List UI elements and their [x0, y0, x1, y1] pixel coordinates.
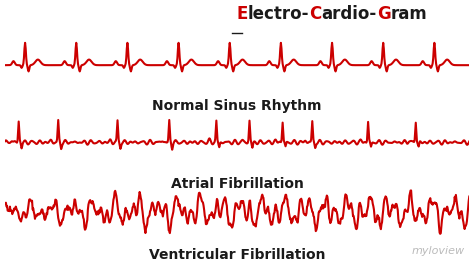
Text: Ventricular Fibrillation: Ventricular Fibrillation — [149, 248, 325, 262]
Text: lectro-: lectro- — [248, 5, 310, 23]
Text: Normal Sinus Rhythm: Normal Sinus Rhythm — [152, 99, 322, 113]
Text: C: C — [310, 5, 322, 23]
Text: Electro-Cardio-Gram: Electro-Cardio-Gram — [0, 265, 1, 266]
Text: myloview: myloview — [412, 246, 465, 256]
Text: ardio-: ardio- — [322, 5, 377, 23]
Text: ram: ram — [391, 5, 428, 23]
Text: Atrial Fibrillation: Atrial Fibrillation — [171, 177, 303, 190]
Text: G: G — [377, 5, 391, 23]
Text: E: E — [237, 5, 248, 23]
